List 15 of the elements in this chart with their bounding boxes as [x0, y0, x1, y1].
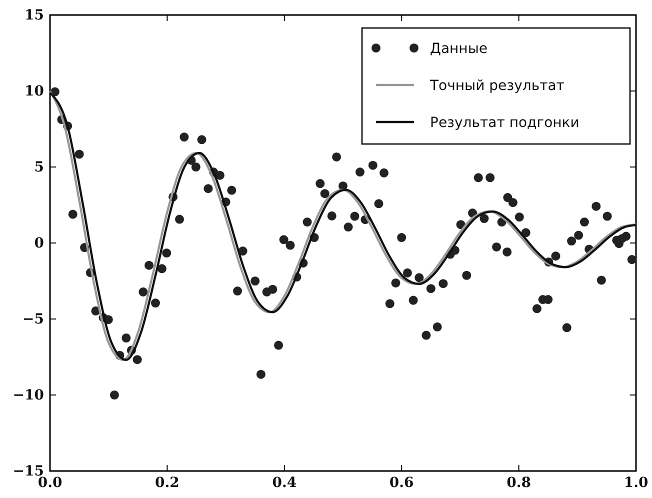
y-tick-label: 10 [24, 83, 44, 100]
y-tick-label: −5 [22, 311, 44, 328]
x-tick-label: 0.8 [506, 474, 531, 491]
x-tick-label: 0.2 [155, 474, 180, 491]
x-tick-label: 0.6 [389, 474, 414, 491]
legend-label: Данные [430, 41, 488, 57]
x-tick-label: 0.0 [38, 474, 62, 491]
x-tick-label: 0.4 [272, 474, 297, 491]
legend-label: Результат подгонки [430, 115, 580, 131]
x-tick-label: 1.0 [624, 474, 648, 491]
y-tick-label: 0 [34, 235, 44, 252]
y-tick-label: 15 [24, 7, 44, 24]
y-tick-label: 5 [34, 159, 44, 176]
y-tick-label: −10 [12, 387, 44, 404]
legend-label: Точный результат [429, 78, 564, 94]
